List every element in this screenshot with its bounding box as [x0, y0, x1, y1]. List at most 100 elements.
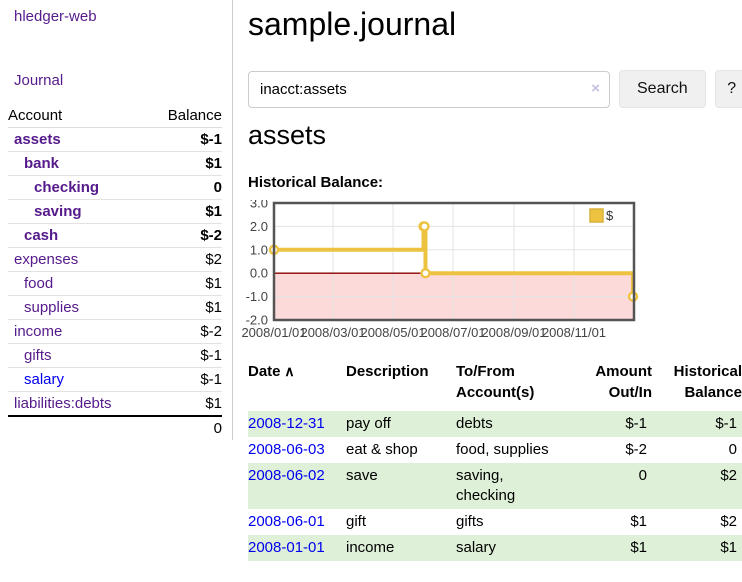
transaction-description: income	[346, 535, 456, 561]
accounts-total-value: 0	[148, 415, 222, 440]
account-link[interactable]: liabilities:debts	[14, 395, 112, 412]
transaction-date-link[interactable]: 2008-06-02	[248, 467, 325, 484]
transaction-amount: $-2	[625, 441, 647, 458]
account-balance: $-2	[148, 223, 222, 248]
svg-text:2008/11/01: 2008/11/01	[542, 325, 606, 340]
clear-search-icon[interactable]: ×	[591, 79, 600, 97]
account-row: bank $1	[8, 151, 222, 176]
account-link[interactable]: checking	[34, 179, 100, 196]
account-link[interactable]: gifts	[24, 347, 52, 364]
account-balance: $-2	[148, 319, 222, 344]
accounts-table: Account Balance assets $-1 bank $1 checking 0…	[8, 104, 222, 440]
register-row: 2008-06-02 save saving, checking 0 $2	[248, 463, 742, 509]
transaction-balance: $2	[652, 463, 742, 509]
account-link[interactable]: cash	[24, 227, 59, 244]
transaction-date-link[interactable]: 2008-01-01	[248, 539, 325, 556]
transaction-description: gift	[346, 513, 367, 530]
svg-text:2008/03/01: 2008/03/01	[300, 325, 365, 340]
historical-balance-chart: $3.0 2.0 1.0 0.0 -1.0 -2.0 2008/01/01 2008/03/0…	[240, 196, 648, 346]
account-row: expenses $2	[8, 247, 222, 272]
search-button[interactable]: Search	[619, 70, 706, 108]
register-row: 2008-01-01 income salary $1 $1	[248, 535, 742, 561]
main-content: sample.journal × Search ? assets Histori…	[241, 0, 742, 582]
transaction-description: save	[346, 463, 456, 509]
svg-text:2008/07/01: 2008/07/01	[420, 325, 485, 340]
search-box: ×	[248, 70, 610, 108]
transaction-amount: $1	[574, 535, 652, 561]
search-form: × Search ?	[248, 70, 742, 108]
accounts-header-account: Account	[8, 104, 149, 128]
account-row: gifts $-1	[8, 343, 222, 368]
account-balance: $1	[148, 271, 222, 296]
search-input[interactable]	[248, 70, 610, 108]
register-header-label: Historical Balance	[673, 363, 742, 401]
transaction-amount: $-1	[574, 411, 652, 437]
account-balance: $-1	[148, 367, 222, 392]
svg-text:2.0: 2.0	[250, 219, 268, 234]
transaction-date-link[interactable]: 2008-06-01	[248, 513, 325, 530]
svg-text:0.0: 0.0	[250, 266, 268, 281]
register-header-historical-balance: Historical Balance	[652, 361, 742, 411]
account-row: saving $1	[8, 199, 222, 224]
register-header-label: Description	[346, 363, 429, 380]
account-balance: $-1	[148, 127, 222, 152]
accounts-total-spacer	[8, 415, 149, 440]
account-row: assets $-1	[8, 127, 222, 152]
account-heading: assets	[248, 120, 327, 150]
account-row: liabilities:debts $1	[8, 391, 222, 417]
register-row: 2008-12-31 pay off debts $-1 $-1	[248, 411, 742, 437]
transaction-amount: $1	[630, 513, 647, 530]
account-link[interactable]: supplies	[24, 299, 80, 316]
account-balance: $-1	[148, 343, 222, 368]
accounts-total-row: 0	[8, 415, 222, 440]
transaction-date-link[interactable]: 2008-06-03	[248, 441, 325, 458]
nav-journal-link[interactable]: Journal	[14, 72, 64, 89]
transaction-balance: $2	[720, 513, 737, 530]
account-link[interactable]: bank	[24, 155, 60, 172]
account-row: salary $-1	[8, 367, 222, 392]
transaction-accounts: gifts	[456, 513, 484, 530]
sidebar: hledger-web Journal Account Balance asse…	[0, 0, 232, 582]
data-point-marker	[420, 267, 431, 279]
account-link[interactable]: assets	[14, 131, 61, 148]
account-row: food $1	[8, 271, 222, 296]
account-balance: $1	[148, 199, 222, 224]
accounts-header-balance: Balance	[148, 104, 222, 128]
svg-text:2008/01/01: 2008/01/01	[241, 325, 306, 340]
account-link[interactable]: saving	[34, 203, 82, 220]
account-balance: $1	[148, 295, 222, 320]
account-link[interactable]: expenses	[14, 251, 79, 268]
register-header-label: To/From Account(s)	[456, 363, 535, 401]
account-link[interactable]: food	[24, 275, 54, 292]
accounts-header-row: Account Balance	[8, 104, 222, 128]
account-link[interactable]: income	[14, 323, 63, 340]
app-brand-link[interactable]: hledger-web	[14, 8, 97, 25]
chart-title: Historical Balance:	[248, 174, 384, 191]
svg-text:3.0: 3.0	[250, 200, 268, 211]
account-row: supplies $1	[8, 295, 222, 320]
legend-swatch	[589, 208, 604, 223]
data-point-marker	[419, 221, 430, 232]
register-header-date[interactable]: Date ∧	[248, 361, 346, 411]
register-header-label: Amount Out/In	[595, 363, 652, 401]
transaction-description: pay off	[346, 411, 456, 437]
svg-text:2008/09/01: 2008/09/01	[481, 325, 546, 340]
svg-text:-2.0: -2.0	[246, 313, 268, 328]
help-button[interactable]: ?	[714, 70, 742, 108]
chart-svg: $3.0 2.0 1.0 0.0 -1.0 -2.02008/01/012008/03/0…	[241, 196, 639, 340]
transaction-date-link[interactable]: 2008-12-31	[248, 415, 325, 432]
transaction-balance: 0	[728, 441, 737, 458]
sort-ascending-icon: ∧	[280, 363, 295, 379]
transaction-amount: 0	[574, 463, 652, 509]
transaction-description: eat & shop	[346, 441, 418, 458]
account-link[interactable]: salary	[24, 371, 65, 388]
transaction-accounts: saving, checking	[456, 463, 574, 509]
account-balance: 0	[148, 175, 222, 200]
account-row: income $-2	[8, 319, 222, 344]
register-header-description: Description	[346, 361, 456, 411]
account-row: checking 0	[8, 175, 222, 200]
account-balance: $1	[148, 391, 222, 417]
register-row: 2008-06-01 gift gifts $1 $2	[248, 509, 742, 535]
page-title: sample.journal	[248, 6, 457, 42]
